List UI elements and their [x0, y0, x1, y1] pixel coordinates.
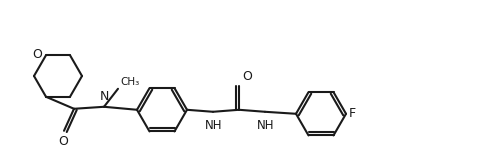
- Text: CH₃: CH₃: [120, 77, 139, 87]
- Text: NH: NH: [257, 119, 275, 132]
- Text: O: O: [242, 70, 252, 83]
- Text: O: O: [32, 48, 42, 61]
- Text: F: F: [349, 107, 356, 120]
- Text: O: O: [58, 135, 68, 148]
- Text: N: N: [100, 90, 108, 103]
- Text: NH: NH: [206, 119, 223, 132]
